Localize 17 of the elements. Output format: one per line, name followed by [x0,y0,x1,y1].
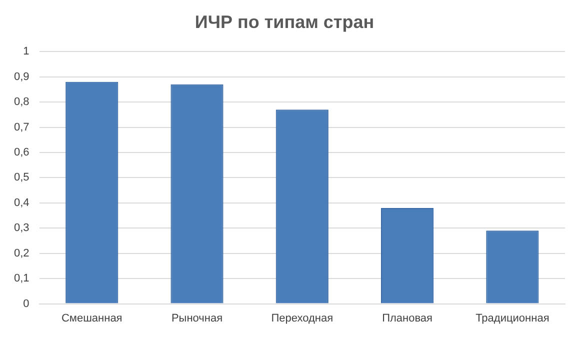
y-tick-label: 0,6 [14,146,30,159]
x-tick-label: Переходная [271,312,334,324]
y-tick-label: 0,1 [14,272,30,285]
y-tick-label: 0,5 [14,172,30,184]
x-tick-label: Плановая [382,312,433,324]
y-tick-label: 0,4 [14,196,30,209]
x-tick-label: Смешанная [61,312,122,324]
y-tick-label: 1 [23,46,30,58]
y-tick-label: 0,2 [14,247,30,260]
y-tick-label: 0,9 [14,70,30,83]
y-tick-label: 0 [23,298,30,310]
y-tick-label: 0,7 [14,121,30,134]
y-tick-label: 0,8 [14,96,30,108]
chart-title: ИЧР по типам стран [194,12,374,32]
x-tick-label: Рыночная [171,312,223,324]
x-tick-label: Традиционная [476,312,550,324]
y-tick-label: 0,3 [14,222,30,234]
